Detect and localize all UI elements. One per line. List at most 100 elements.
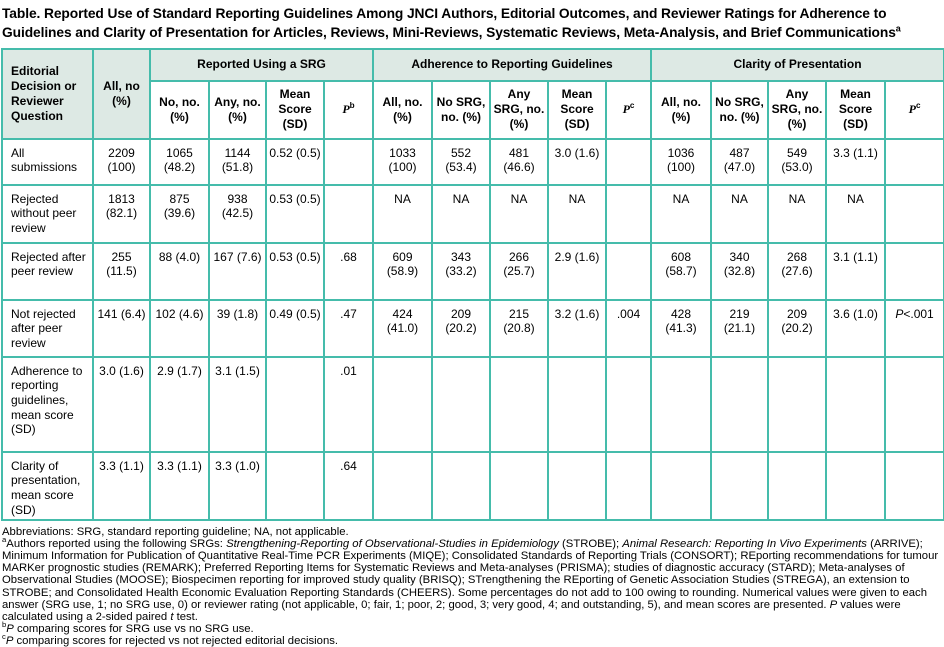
table-cell: 938 (42.5): [208, 183, 267, 244]
table-cell: 608 (58.7): [650, 241, 713, 301]
table-cell: 268 (27.6): [767, 241, 828, 301]
table-cell: [650, 450, 713, 522]
table-cell: 3.6 (1.0): [825, 298, 887, 358]
table-cell: 3.3 (1.1): [825, 137, 887, 186]
table-cell: 424 (41.0): [372, 298, 433, 358]
table-cell: NA: [372, 183, 433, 244]
table-cell: .68: [323, 241, 374, 301]
table-cell: 1813 (82.1): [92, 183, 151, 244]
corner-header: Editorial Decision or Reviewer Question: [1, 47, 94, 140]
table-cell: 0.52 (0.5): [265, 137, 325, 186]
table-cell: [767, 355, 828, 453]
table-cell: [604, 241, 653, 301]
subheader-cell-2-0: All, no. (%): [650, 79, 713, 140]
table-cell: 0.53 (0.5): [265, 183, 325, 244]
subheader-row: No, no. (%) Any, no. (%) Mean Score (SD) Pb…: [2, 79, 944, 140]
table-cell: 3.3 (1.1): [149, 450, 210, 522]
table-cell: 209 (20.2): [767, 298, 828, 358]
group-header-srg-use: Reported Using a SRG: [149, 47, 374, 82]
table-cell: [547, 450, 607, 522]
table-cell: NA: [547, 183, 607, 244]
table-cell: .64: [323, 450, 374, 522]
table-cell: [884, 355, 944, 453]
subheader-cell-0-2: Mean Score (SD): [265, 79, 325, 140]
table-row: Rejected after peer review 255 (11.5) 88 (…: [1, 241, 944, 301]
table-cell: 39 (1.8): [208, 298, 267, 358]
table-cell: 875 (39.6): [149, 183, 210, 244]
footnote: Abbreviations: SRG, standard reporting g…: [2, 526, 349, 539]
table-cell: 215 (20.8): [489, 298, 549, 358]
table-cell: 102 (4.6): [149, 298, 210, 358]
table-cell: [265, 450, 325, 522]
table-cell: NA: [431, 183, 491, 244]
row-label: Adherence to reporting guidelines, mean …: [1, 355, 94, 453]
table-cell: [323, 183, 374, 244]
table-cell: 1036 (100): [650, 137, 713, 186]
table-title: Table. Reported Use of Standard Reportin…: [1, 3, 943, 48]
footnotes: Abbreviations: SRG, standard reporting g…: [1, 521, 943, 647]
subheader-cell-2-3: Mean Score (SD): [825, 79, 887, 140]
table-cell: [710, 355, 770, 453]
row-label: Not rejected after peer review: [1, 298, 94, 358]
table-cell: NA: [767, 183, 828, 244]
table-cell: 141 (6.4): [92, 298, 151, 358]
table-cell: [604, 137, 653, 186]
table-cell: [884, 137, 944, 186]
subheader-cell-0-3: Pb: [323, 79, 374, 140]
table-cell: 2209 (100): [92, 137, 151, 186]
row-label: Rejected without peer review: [1, 183, 94, 244]
table-cell: 3.1 (1.5): [208, 355, 267, 453]
table-body: All submissions 2209 (100) 1065 (48.2) 1144…: [1, 137, 944, 522]
table-cell: 1144 (51.8): [208, 137, 267, 186]
table-cell: [323, 137, 374, 186]
footnote: bP comparing scores for SRG use vs no SR…: [2, 619, 254, 635]
table-cell: 340 (32.8): [710, 241, 770, 301]
table-cell: 266 (25.7): [489, 241, 549, 301]
table-cell: 3.0 (1.6): [547, 137, 607, 186]
table-cell: [265, 355, 325, 453]
table-cell: [604, 355, 653, 453]
subheader-cell-2-4: Pc: [884, 79, 944, 140]
table-cell: [489, 450, 549, 522]
table-cell: 0.53 (0.5): [265, 241, 325, 301]
table-cell: NA: [650, 183, 713, 244]
table-cell: 3.3 (1.0): [208, 450, 267, 522]
table-title-footnote-mark: a: [895, 23, 901, 34]
table-cell: [372, 450, 433, 522]
subheader-cell-1-0: All, no. (%): [372, 79, 433, 140]
table-cell: 255 (11.5): [92, 241, 151, 301]
subheader-cell-1-4: Pc: [604, 79, 653, 140]
table-cell: [604, 183, 653, 244]
table-cell: [431, 450, 491, 522]
subheader-cell-1-1: No SRG, no. (%): [431, 79, 491, 140]
table-cell: 3.3 (1.1): [92, 450, 151, 522]
table-cell: 343 (33.2): [431, 241, 491, 301]
group-header-adherence: Adherence to Reporting Guidelines: [371, 47, 653, 82]
all-column-header: All, no (%): [92, 47, 151, 140]
table-cell: 219 (21.1): [710, 298, 770, 358]
table-cell: 3.0 (1.6): [92, 355, 151, 453]
table-cell: [489, 355, 549, 453]
table-cell: [884, 241, 944, 301]
table-cell: 167 (7.6): [208, 241, 267, 301]
table-cell: 0.49 (0.5): [265, 298, 325, 358]
reporting-guidelines-table: Editorial Decision or Reviewer Question …: [1, 47, 944, 522]
table-cell: [710, 450, 770, 522]
table-cell: 3.1 (1.1): [825, 241, 887, 301]
table-cell: [372, 355, 433, 453]
table-row: Not rejected after peer review 141 (6.4) 1…: [1, 298, 944, 358]
table-cell: P<.001: [884, 298, 944, 358]
table-cell: [825, 355, 887, 453]
table-row: Rejected without peer review 1813 (82.1) 8…: [1, 183, 944, 244]
group-header-clarity: Clarity of Presentation: [650, 47, 944, 82]
table-title-text: Table. Reported Use of Standard Reportin…: [2, 6, 896, 41]
table-cell: [767, 450, 828, 522]
table-cell: 481 (46.6): [489, 137, 549, 186]
row-label: Clarity of presentation, mean score (SD): [1, 450, 94, 522]
footnote: aAuthors reported using the following SR…: [2, 535, 939, 623]
table-cell: NA: [825, 183, 887, 244]
table-cell: .47: [323, 298, 374, 358]
table-row: Adherence to reporting guidelines, mean …: [1, 355, 944, 453]
table-cell: [547, 355, 607, 453]
table-cell: [825, 450, 887, 522]
